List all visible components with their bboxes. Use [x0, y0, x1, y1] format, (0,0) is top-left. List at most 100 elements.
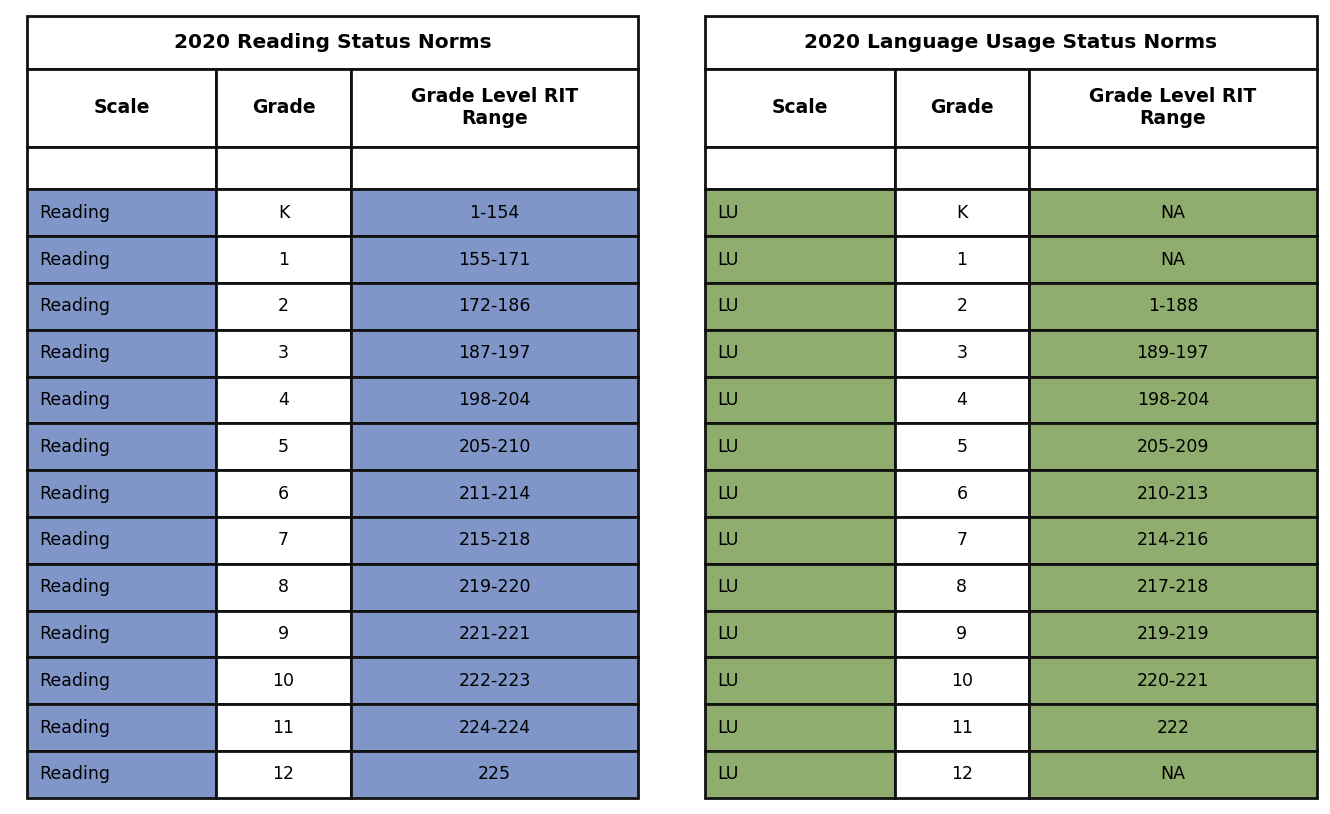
- Text: Reading: Reading: [39, 719, 110, 737]
- Bar: [351, 283, 638, 330]
- Text: 2: 2: [956, 297, 967, 315]
- Bar: [217, 517, 351, 564]
- Bar: [895, 658, 1029, 704]
- Bar: [351, 147, 638, 190]
- Text: Reading: Reading: [39, 438, 110, 456]
- Text: 1: 1: [956, 251, 967, 269]
- Text: 12: 12: [951, 765, 972, 783]
- Text: 225: 225: [477, 765, 511, 783]
- Bar: [27, 470, 217, 517]
- Bar: [27, 564, 217, 610]
- Text: 220-221: 220-221: [1137, 672, 1209, 689]
- Text: 211-214: 211-214: [459, 484, 531, 502]
- Bar: [27, 377, 217, 423]
- Text: 219-220: 219-220: [459, 578, 531, 596]
- Text: LU: LU: [717, 297, 738, 315]
- Text: 219-219: 219-219: [1137, 625, 1209, 643]
- Text: Reading: Reading: [39, 625, 110, 643]
- Text: Reading: Reading: [39, 484, 110, 502]
- Text: LU: LU: [717, 532, 738, 549]
- Bar: [217, 564, 351, 610]
- Bar: [895, 423, 1029, 470]
- Bar: [217, 68, 351, 147]
- Bar: [1029, 751, 1317, 798]
- Bar: [705, 517, 895, 564]
- Text: Grade: Grade: [251, 98, 315, 117]
- Text: 205-209: 205-209: [1137, 438, 1209, 456]
- Text: 2020 Reading Status Norms: 2020 Reading Status Norms: [174, 33, 491, 52]
- Bar: [705, 658, 895, 704]
- Bar: [351, 704, 638, 751]
- Text: LU: LU: [717, 625, 738, 643]
- Text: 1: 1: [278, 251, 289, 269]
- Bar: [895, 751, 1029, 798]
- Text: NA: NA: [1161, 204, 1185, 221]
- Bar: [1029, 564, 1317, 610]
- Bar: [895, 236, 1029, 283]
- Text: 214-216: 214-216: [1137, 532, 1209, 549]
- Bar: [351, 236, 638, 283]
- Bar: [217, 610, 351, 658]
- Bar: [705, 190, 895, 236]
- Bar: [217, 423, 351, 470]
- Bar: [1029, 68, 1317, 147]
- Bar: [705, 147, 895, 190]
- Text: 172-186: 172-186: [459, 297, 531, 315]
- Bar: [705, 16, 1317, 68]
- Text: LU: LU: [717, 391, 738, 409]
- Bar: [217, 190, 351, 236]
- Text: 7: 7: [956, 532, 967, 549]
- Bar: [1029, 517, 1317, 564]
- Text: 5: 5: [956, 438, 967, 456]
- Bar: [895, 147, 1029, 190]
- Text: 1-154: 1-154: [469, 204, 520, 221]
- Text: 6: 6: [956, 484, 967, 502]
- Bar: [705, 423, 895, 470]
- Bar: [27, 751, 217, 798]
- Bar: [27, 68, 217, 147]
- Text: 155-171: 155-171: [459, 251, 531, 269]
- Text: 189-197: 189-197: [1137, 344, 1209, 362]
- Text: Grade Level RIT
Range: Grade Level RIT Range: [411, 87, 579, 129]
- Text: LU: LU: [717, 438, 738, 456]
- Bar: [895, 610, 1029, 658]
- Text: LU: LU: [717, 719, 738, 737]
- Bar: [1029, 704, 1317, 751]
- Bar: [217, 236, 351, 283]
- Bar: [1029, 236, 1317, 283]
- Bar: [351, 377, 638, 423]
- Text: 222: 222: [1156, 719, 1189, 737]
- Bar: [217, 147, 351, 190]
- Text: 10: 10: [951, 672, 972, 689]
- Text: Reading: Reading: [39, 672, 110, 689]
- Bar: [351, 658, 638, 704]
- Text: 5: 5: [278, 438, 289, 456]
- Bar: [1029, 283, 1317, 330]
- Text: Reading: Reading: [39, 391, 110, 409]
- Bar: [351, 517, 638, 564]
- Bar: [351, 190, 638, 236]
- Text: 11: 11: [273, 719, 294, 737]
- Text: Reading: Reading: [39, 344, 110, 362]
- Bar: [1029, 470, 1317, 517]
- Text: Reading: Reading: [39, 297, 110, 315]
- Bar: [895, 564, 1029, 610]
- Text: LU: LU: [717, 578, 738, 596]
- Text: Reading: Reading: [39, 578, 110, 596]
- Bar: [351, 610, 638, 658]
- Text: Scale: Scale: [93, 98, 150, 117]
- Bar: [705, 470, 895, 517]
- Bar: [705, 330, 895, 377]
- Bar: [895, 377, 1029, 423]
- Text: 217-218: 217-218: [1137, 578, 1209, 596]
- Bar: [705, 751, 895, 798]
- Text: K: K: [278, 204, 289, 221]
- Text: Reading: Reading: [39, 251, 110, 269]
- Text: 205-210: 205-210: [459, 438, 531, 456]
- Text: 215-218: 215-218: [459, 532, 531, 549]
- Bar: [27, 236, 217, 283]
- Text: 2020 Language Usage Status Norms: 2020 Language Usage Status Norms: [805, 33, 1217, 52]
- Bar: [895, 68, 1029, 147]
- Text: K: K: [956, 204, 967, 221]
- Text: 210-213: 210-213: [1137, 484, 1209, 502]
